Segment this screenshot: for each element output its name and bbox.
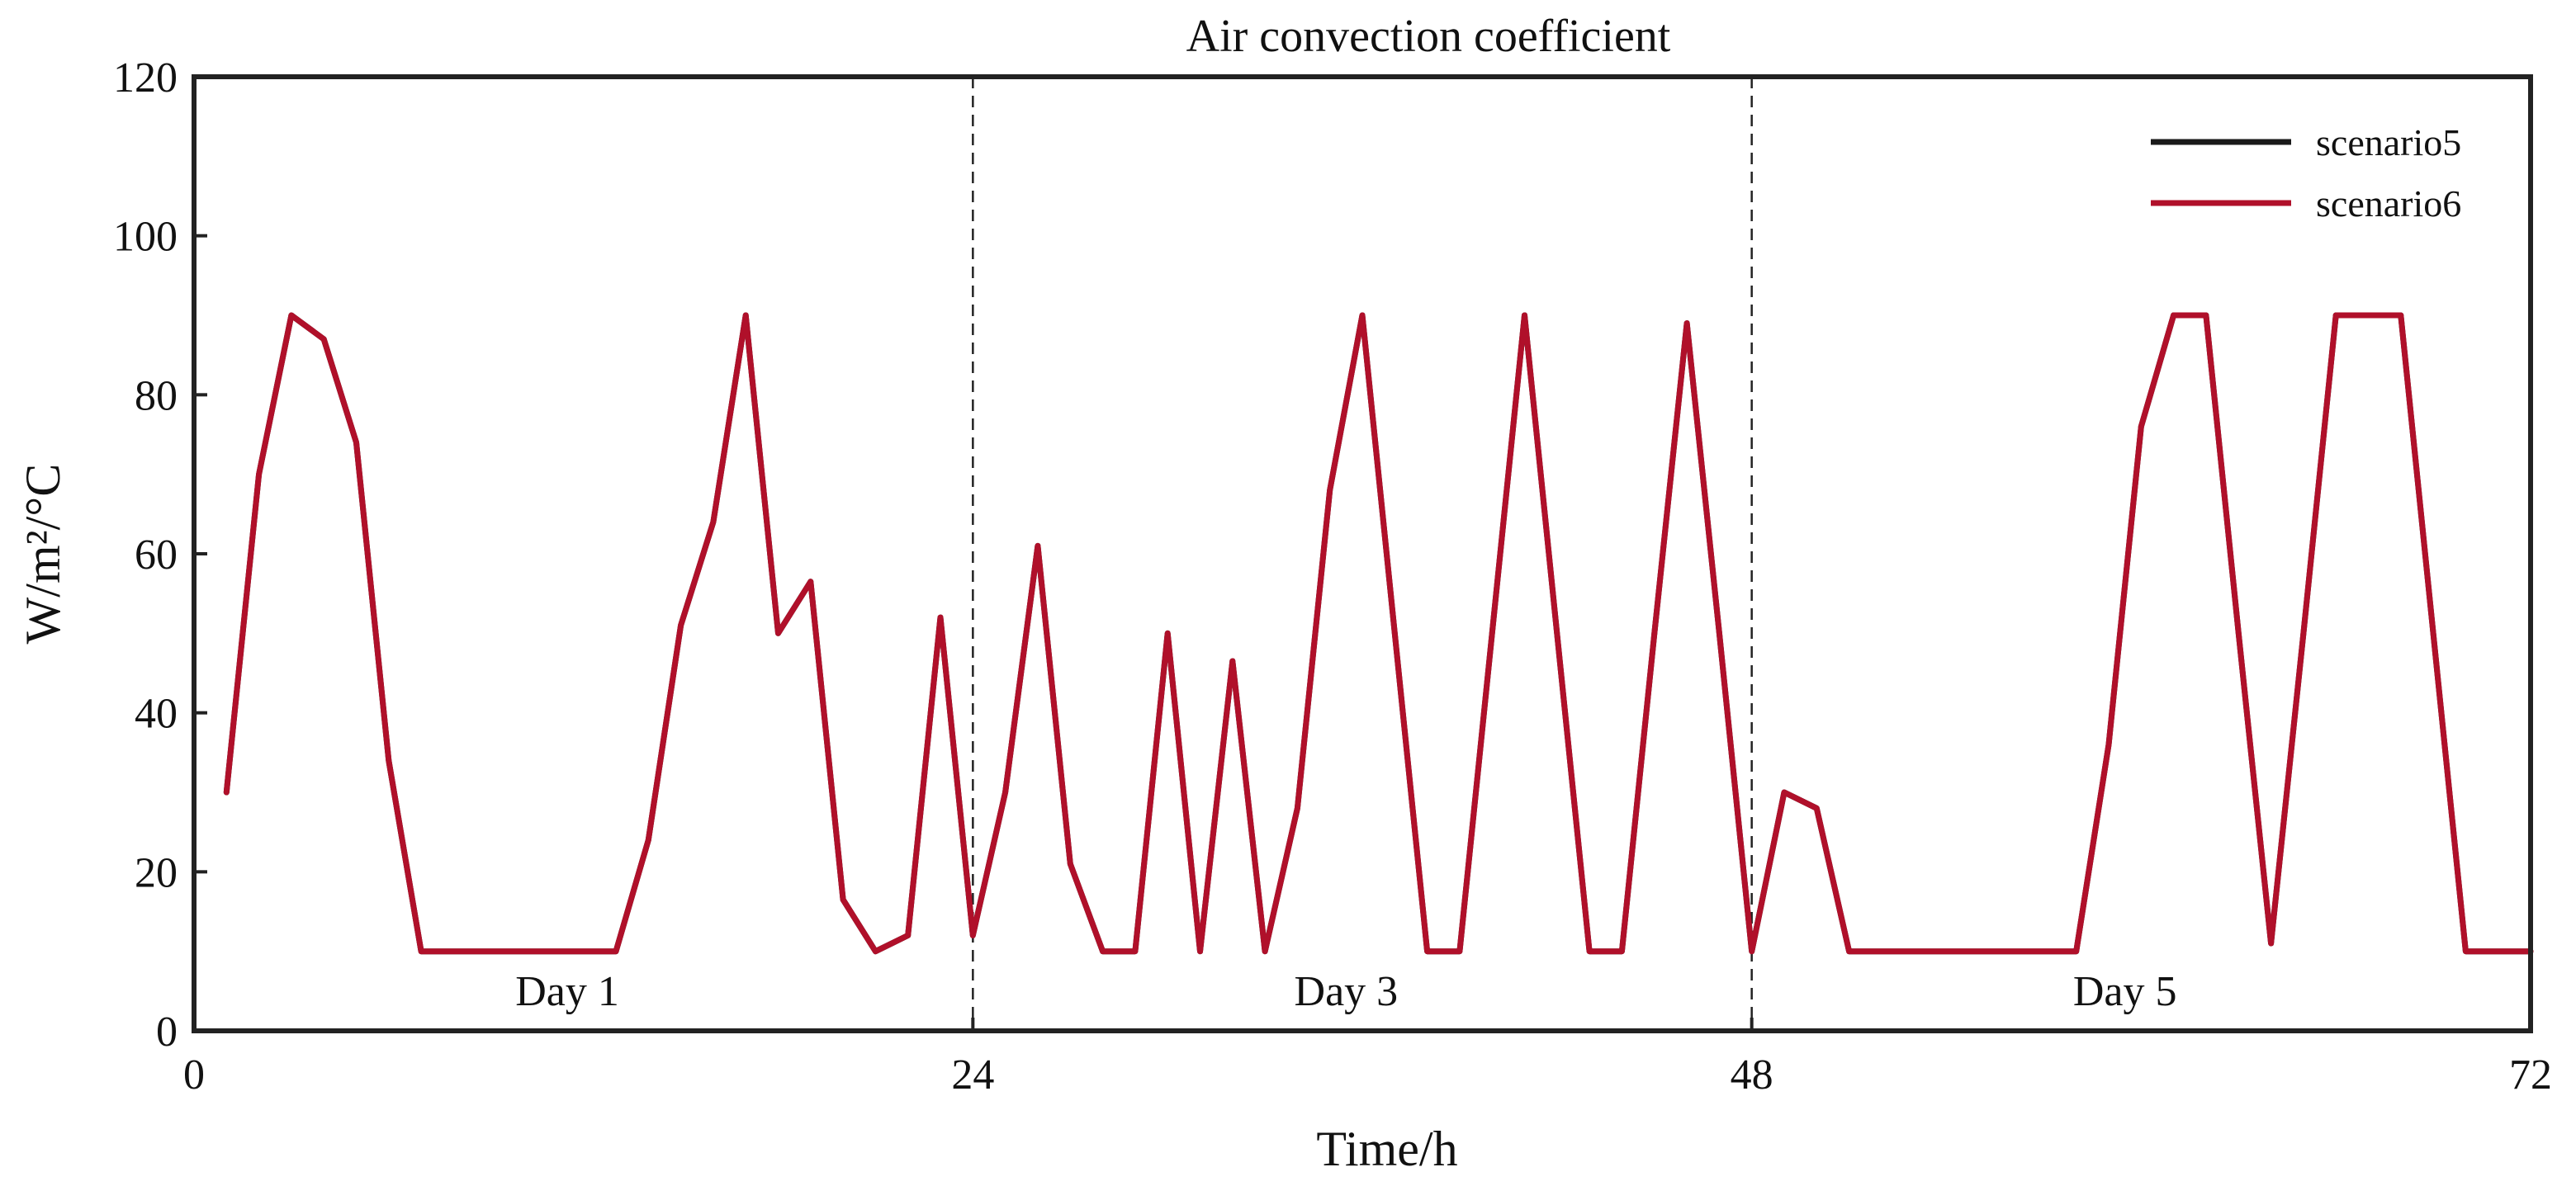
y-tick-label: 80: [135, 372, 178, 419]
series-line-scenario6: [223, 312, 2534, 955]
x-axis-label: Time/h: [1316, 1122, 1457, 1176]
y-tick-label: 60: [135, 532, 178, 579]
day-label: Day 3: [1295, 968, 1399, 1015]
series-layer: [223, 312, 2534, 955]
x-tick-label: 0: [183, 1051, 205, 1099]
day-label: Day 5: [2073, 968, 2177, 1015]
day-label: Day 1: [515, 968, 619, 1015]
y-tick-label: 120: [113, 54, 178, 102]
y-tick-label: 100: [113, 214, 178, 261]
y-tick-label: 20: [135, 849, 178, 896]
series-line-scenario5: [223, 312, 2534, 955]
y-axis: 0 20 40 60 80 100 120: [113, 54, 207, 1056]
chart-title: Air convection coefficient: [1186, 11, 1671, 62]
x-tick-label: 48: [1731, 1051, 1773, 1099]
x-tick-label: 24: [951, 1051, 994, 1099]
y-axis-label: W/m²/°C: [16, 464, 70, 645]
y-tick-label: 40: [135, 691, 178, 738]
day-labels: Day 1 Day 3 Day 5: [515, 968, 2176, 1015]
legend: scenario5 scenario6: [2151, 121, 2461, 224]
x-axis: 0 24 48 72: [183, 1018, 2552, 1099]
day-separators: [972, 77, 1753, 1031]
y-tick-label: 0: [156, 1009, 178, 1056]
legend-label-scenario6: scenario6: [2316, 182, 2461, 224]
legend-label-scenario5: scenario5: [2316, 121, 2461, 163]
plot-frame: [192, 74, 2533, 1033]
x-tick-label: 72: [2509, 1051, 2552, 1099]
